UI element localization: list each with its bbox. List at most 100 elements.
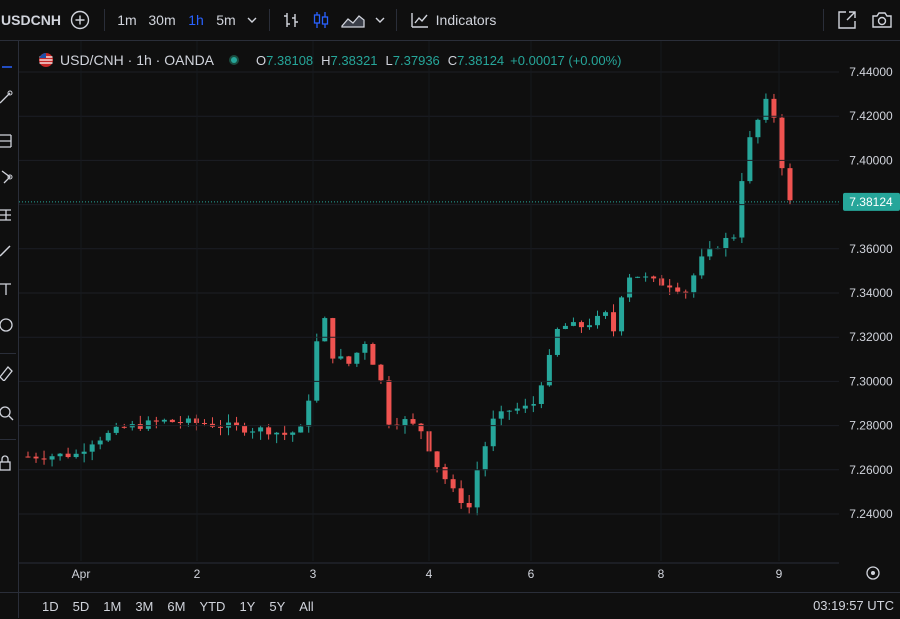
timeframe-1h-button[interactable]: 1h [181, 0, 211, 40]
indicators-label: Indicators [435, 12, 497, 28]
candle-body [442, 467, 448, 480]
lock-icon[interactable] [0, 455, 14, 471]
range-1d-button[interactable]: 1D [42, 598, 59, 614]
candle-body [659, 278, 665, 286]
candles-layer [25, 93, 793, 516]
candle [378, 363, 384, 384]
candle-body [145, 420, 151, 429]
candle [651, 275, 657, 282]
add-symbol-button[interactable] [62, 0, 98, 40]
timeframe-5m-button[interactable]: 5m [211, 0, 241, 40]
utc-clock[interactable]: 03:19:57 UTC [813, 598, 894, 613]
ruler-icon[interactable] [0, 365, 14, 381]
range-ytd-button[interactable]: YTD [199, 598, 226, 614]
candle-body [290, 432, 296, 435]
chart-pane[interactable]: 7.440007.420007.400007.380007.360007.340… [19, 41, 900, 591]
gear-icon[interactable] [866, 566, 880, 580]
fib-retracement-icon[interactable] [0, 133, 14, 149]
price-tick-label: 7.44000 [849, 65, 893, 79]
candle-body [370, 344, 376, 365]
candle [282, 425, 288, 441]
indicators-button[interactable]: Indicators [403, 0, 503, 40]
candle-body [33, 456, 39, 459]
candle-body [402, 419, 408, 426]
candle-style-icon [313, 12, 329, 28]
trend-line-icon[interactable] [0, 89, 14, 105]
zoom-icon[interactable] [0, 405, 14, 421]
candle-body [474, 470, 480, 508]
forecast-icon[interactable] [0, 207, 14, 223]
candle-body [113, 426, 119, 433]
toolbar-divider [823, 9, 824, 31]
candle [346, 355, 352, 367]
last-price-label: 7.38124 [849, 195, 893, 209]
candle [474, 461, 480, 516]
candle [185, 415, 191, 427]
range-6m-button[interactable]: 6M [167, 598, 186, 614]
candle [747, 130, 753, 184]
price-chart[interactable]: 7.440007.420007.400007.380007.360007.340… [19, 41, 900, 591]
candle-body [554, 329, 560, 355]
candle [274, 431, 280, 444]
text-icon[interactable] [0, 281, 14, 297]
candle-body [161, 419, 167, 422]
symbol-label: USDCNH [1, 12, 61, 28]
timeframe-dropdown-button[interactable] [241, 0, 263, 40]
bar-style-button[interactable] [276, 0, 306, 40]
candle [570, 317, 576, 327]
candle [787, 163, 793, 205]
candle [699, 248, 705, 279]
pattern-icon[interactable] [0, 169, 14, 185]
candle-body [25, 456, 31, 458]
candle-body [530, 403, 536, 406]
candle [49, 453, 55, 467]
price-tick-label: 7.42000 [849, 109, 893, 123]
close-label: C [447, 52, 458, 68]
range-3m-button[interactable]: 3M [135, 598, 154, 614]
candle-body [787, 168, 793, 201]
range-5y-button[interactable]: 5Y [269, 598, 286, 614]
time-tick-label: 9 [776, 567, 783, 581]
cursor-icon[interactable] [0, 59, 14, 75]
candle-style-button[interactable] [306, 0, 336, 40]
price-axis[interactable]: 7.440007.420007.400007.380007.360007.340… [19, 65, 893, 521]
gear-icon-center [871, 571, 875, 575]
candle [603, 310, 609, 319]
bottom-toolbar: 1D 5D 1M 3M 6M YTD 1Y 5Y All 03:19:57 UT… [0, 592, 900, 619]
candle-body [667, 285, 673, 288]
open-value: 7.38108 [266, 52, 314, 68]
candle [578, 320, 584, 333]
range-5d-button[interactable]: 5D [72, 598, 90, 614]
fullscreen-button[interactable] [830, 0, 864, 40]
candle [450, 474, 456, 493]
indicators-icon [410, 13, 428, 28]
symbol-search-button[interactable]: USDCNH [0, 0, 62, 40]
candle-body [258, 427, 264, 432]
area-style-button[interactable] [336, 0, 370, 40]
candle [594, 310, 600, 329]
candle [490, 410, 496, 452]
candle-body [121, 426, 127, 428]
range-1y-button[interactable]: 1Y [239, 598, 256, 614]
range-1m-button[interactable]: 1M [103, 598, 122, 614]
candle-body [482, 446, 488, 471]
candle [554, 327, 560, 357]
timeframe-30m-button[interactable]: 30m [143, 0, 181, 40]
chart-style-dropdown-button[interactable] [370, 0, 390, 40]
timeframe-1m-button[interactable]: 1m [111, 0, 143, 40]
candle [522, 398, 528, 413]
timeframe-label: 5m [216, 12, 236, 28]
range-all-button[interactable]: All [299, 598, 314, 614]
axis-settings-button[interactable] [866, 566, 880, 580]
candle [258, 425, 264, 440]
time-axis[interactable]: Apr 2 3 4 6 8 9 [19, 41, 839, 581]
candle [659, 274, 665, 286]
icon-tool-icon[interactable] [0, 317, 14, 333]
brush-icon[interactable] [0, 243, 14, 259]
candle-body [627, 277, 633, 298]
candle-body [169, 419, 175, 423]
snapshot-button[interactable] [864, 0, 900, 40]
candle [65, 447, 71, 459]
candle [226, 414, 232, 436]
legend-symbol-title[interactable]: USD/CNH · 1h · OANDA [60, 52, 215, 68]
